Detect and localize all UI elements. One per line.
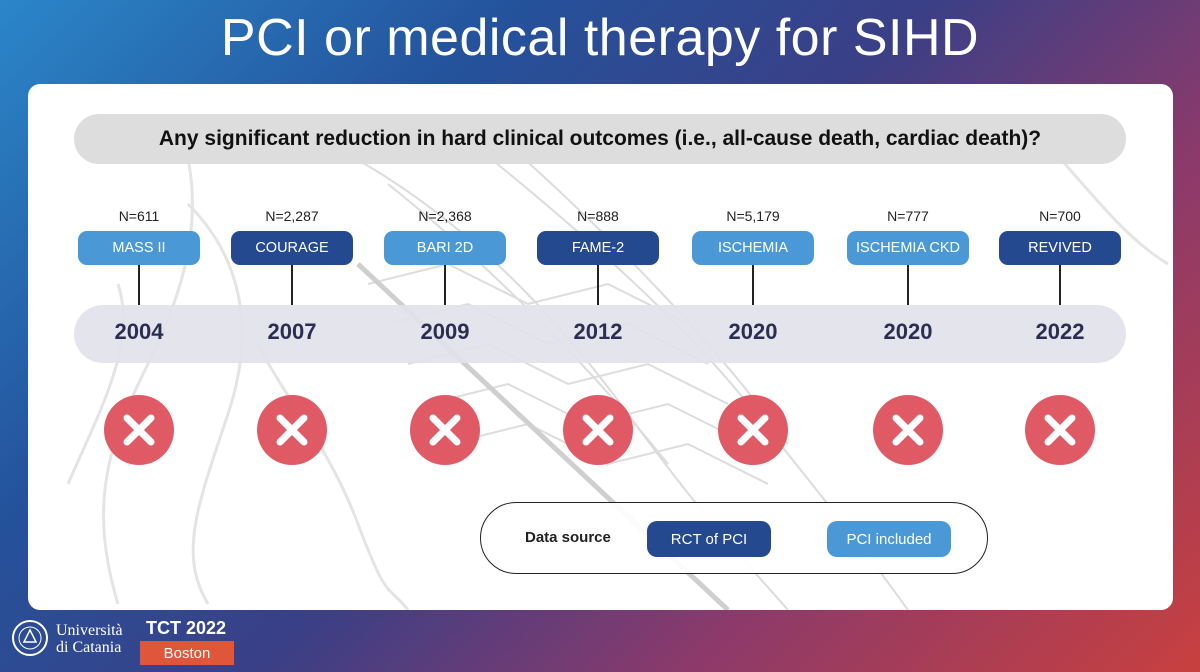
trial-year: 2012 (573, 319, 623, 344)
sample-size-label: N=700 (1039, 208, 1081, 224)
legend-title: Data source (525, 529, 611, 546)
trial-year: 2007 (267, 319, 317, 344)
timeline-band (74, 305, 1126, 363)
sample-size-label: N=2,287 (265, 208, 319, 224)
no-reduction-icon (1025, 395, 1095, 465)
no-reduction-icon (718, 395, 788, 465)
timeline-connector (444, 265, 446, 305)
no-reduction-icon (873, 395, 943, 465)
university-name-line1: Università (56, 622, 123, 639)
timeline-connector (752, 265, 754, 305)
no-reduction-icon (563, 395, 633, 465)
legend-item-rct-of-pci: RCT of PCI (647, 521, 771, 557)
trial-badge-bari-2d: BARI 2D (384, 231, 506, 265)
no-reduction-icon (104, 395, 174, 465)
university-name-line2: di Catania (56, 639, 122, 656)
sample-size-label: N=777 (887, 208, 929, 224)
legend-item-pci-included: PCI included (827, 521, 951, 557)
trial-year: 2004 (114, 319, 164, 344)
trial-badge-courage: COURAGE (231, 231, 353, 265)
no-reduction-icon (257, 395, 327, 465)
sample-size-label: N=5,179 (726, 208, 780, 224)
trial-badge-ischemia: ISCHEMIA (692, 231, 814, 265)
timeline-connector (907, 265, 909, 305)
university-seal-icon (12, 620, 48, 656)
trial-badge-fame-2: FAME-2 (537, 231, 659, 265)
sample-size-label: N=611 (118, 208, 160, 224)
trial-badge-mass-ii: MASS II (78, 231, 200, 265)
university-logo: Università di Catania (10, 618, 130, 662)
slide-title: PCI or medical therapy for SIHD (220, 9, 980, 67)
trial-year: 2009 (420, 319, 470, 344)
legend: Data source RCT of PCI PCI included (480, 502, 988, 574)
sample-size-label: N=2,368 (418, 208, 472, 224)
trial-badge-revived: REVIVED (999, 231, 1121, 265)
timeline-connector (291, 265, 293, 305)
conference-city-badge: Boston (140, 641, 234, 665)
timeline-connector (1059, 265, 1061, 305)
timeline-connector (597, 265, 599, 305)
trial-year: 2020 (728, 319, 778, 344)
trial-year: 2022 (1035, 319, 1085, 344)
no-reduction-icon (410, 395, 480, 465)
content-card: Any significant reduction in hard clinic… (28, 84, 1173, 610)
trial-badge-ischemia-ckd: ISCHEMIA CKD (847, 231, 969, 265)
question-banner: Any significant reduction in hard clinic… (74, 114, 1126, 164)
university-name: Università di Catania (56, 622, 123, 656)
sample-size-label: N=888 (577, 208, 619, 224)
trial-year: 2020 (883, 319, 933, 344)
conference-title: TCT 2022 (146, 618, 227, 638)
timeline-connector (138, 265, 140, 305)
